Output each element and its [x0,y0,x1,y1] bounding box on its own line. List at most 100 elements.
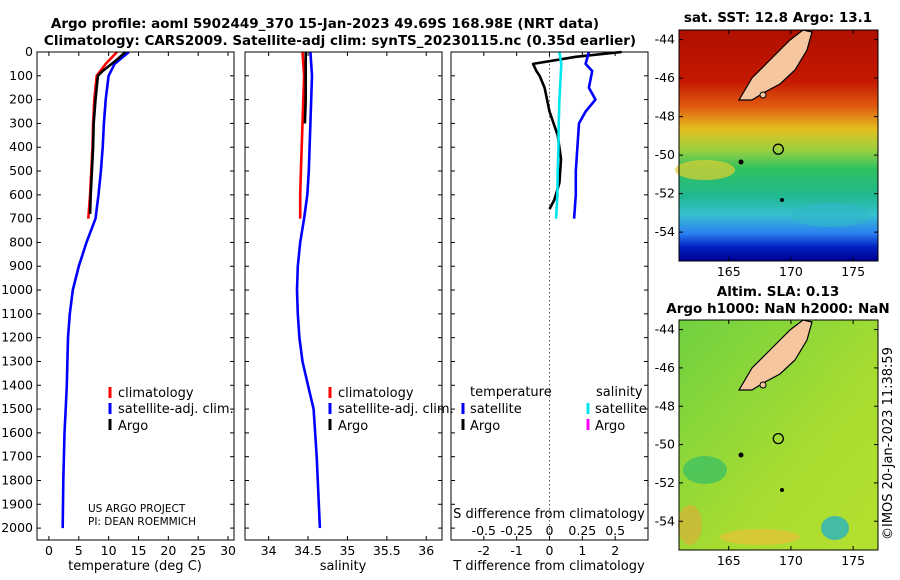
x-tick-label: 25 [190,543,206,558]
map-y-tick-label: -48 [655,398,675,413]
imos-watermark: ©IMOS 20-Jan-2023 11:38:59 [881,347,896,540]
y-tick-label: 0 [25,44,33,59]
map-x-tick-label: 175 [841,264,865,279]
x-tick-label: 35.5 [373,543,401,558]
legend-climatology-label: climatology [338,386,414,401]
temperature-series-satellite-adj-clim- [61,51,130,529]
map-y-tick-label: -44 [655,322,675,337]
map-x-tick-label: 165 [717,264,741,279]
y-tick-label: 300 [9,115,33,130]
sla-map-frame [678,319,879,551]
x-tick-label: 30 [220,543,236,558]
sst-campbell-island [780,198,784,202]
map-x-tick-label: 175 [841,553,865,568]
x-tick-label: 0 [45,543,53,558]
figure-title-line1: Argo profile: aoml 5902449_370 15-Jan-20… [51,16,599,32]
map-y-tick-label: -46 [655,70,675,85]
y-tick-label: 500 [9,163,33,178]
y-tick-label: 1300 [1,353,33,368]
x-tick-label: -1 [510,543,522,558]
map-y-tick-label: -54 [655,224,675,239]
x-tick-label: 2 [611,543,619,558]
figure-title-line2: Climatology: CARS2009. Satellite-adj cli… [44,33,636,49]
sla-map-title-line1: Altim. SLA: 0.13 [717,284,839,300]
sla-low-patch-se [821,516,849,540]
sla-stewart-island [759,381,767,389]
map-y-tick-label: -52 [655,475,675,490]
temperature-legend: climatology satellite-adj. clim. Argo [108,386,234,434]
s-tick-label: 0.25 [568,523,596,538]
legend-argo-label: Argo [338,419,368,434]
sst-map-frame [678,29,879,262]
x-tick-label: 34 [261,543,277,558]
sla-map-title-line2: Argo h1000: NaN h2000: NaN [666,301,889,317]
salinity-legend: climatology satellite-adj. clim. Argo [328,386,454,434]
s-tick-label: 0.5 [605,523,625,538]
sla-campbell-island [780,488,784,492]
y-tick-label: 100 [9,68,33,83]
y-tick-label: 1800 [1,472,33,487]
y-tick-label: 1600 [1,425,33,440]
y-tick-label: 1400 [1,377,33,392]
legend-s-argo-label: Argo [595,419,625,434]
s-difference-xlabel: S difference from climatology [453,507,645,522]
sst-map-title: sat. SST: 12.8 Argo: 13.1 [684,10,872,26]
y-tick-label: 400 [9,139,33,154]
s-tick-label: 0 [546,523,554,538]
y-tick-label: 900 [9,258,33,273]
x-tick-label: 1 [578,543,586,558]
x-tick-label: 10 [101,543,117,558]
salinity-series-climatology [298,51,306,219]
legend-satellite-label: satellite-adj. clim. [118,402,234,417]
y-tick-label: 200 [9,92,33,107]
map-y-tick-label: -54 [655,513,675,528]
map-y-tick-label: -50 [655,437,675,452]
sst-auckland-islands [738,159,744,165]
temperature-series-argo [88,51,127,214]
map-y-tick-label: -46 [655,360,675,375]
difference-series-s-satellite-clim [554,51,563,219]
x-tick-label: -2 [478,543,490,558]
s-tick-label: -0.25 [500,523,532,538]
salinity-series-argo [303,52,308,124]
salinity-panel: 34 34.5 35 35.5 36 salinity climatology sate… [244,51,454,574]
sst-stewart-island [759,91,767,99]
map-y-tick-label: -52 [655,186,675,201]
sst-float-location [772,143,784,155]
map-y-tick-label: -50 [655,147,675,162]
legend-t-argo-label: Argo [470,419,500,434]
y-tick-label: 600 [9,187,33,202]
x-tick-label: 34.5 [294,543,322,558]
sla-float-location [772,432,784,445]
x-tick-label: 0 [546,543,554,558]
y-tick-label: 800 [9,234,33,249]
sla-high-patch-w [678,505,702,545]
difference-legend: temperature satellite Argo salinity sate… [461,385,647,434]
sla-high-patch [720,529,800,545]
y-tick-label: 1100 [1,306,33,321]
y-tick-label: 700 [9,211,33,226]
temperature-axes-box [36,51,235,541]
y-tick-label: 1000 [1,282,33,297]
y-tick-label: 1200 [1,330,33,345]
sst-cool-patch [790,203,870,227]
sla-low-patch [683,456,727,484]
legend-satellite-label: satellite-adj. clim. [338,402,454,417]
y-tick-label: 1700 [1,449,33,464]
salinity-series-satellite-adj-clim- [295,51,322,529]
difference-panel: -2 -1 0 1 2 -0.5 -0.25 0 0.25 0.5 T difference fr… [450,50,649,574]
legend-s-satellite-label: satellite [595,402,647,417]
y-tick-label: 2000 [1,520,33,535]
credit-pi: PI: DEAN ROEMMICH [88,516,196,528]
sst-warm-patch [675,160,735,180]
map-x-tick-label: 170 [779,264,803,279]
legend-t-satellite-label: satellite [470,402,522,417]
map-y-tick-label: -48 [655,109,675,124]
y-tick-label: 1900 [1,496,33,511]
sla-map-panel: Altim. SLA: 0.13 Argo h1000: NaN h2000: … [655,284,890,568]
x-tick-label: 20 [160,543,176,558]
x-tick-label: 36 [418,543,434,558]
t-difference-xlabel: T difference from climatology [452,559,645,574]
temperature-xlabel: temperature (deg C) [68,559,202,574]
